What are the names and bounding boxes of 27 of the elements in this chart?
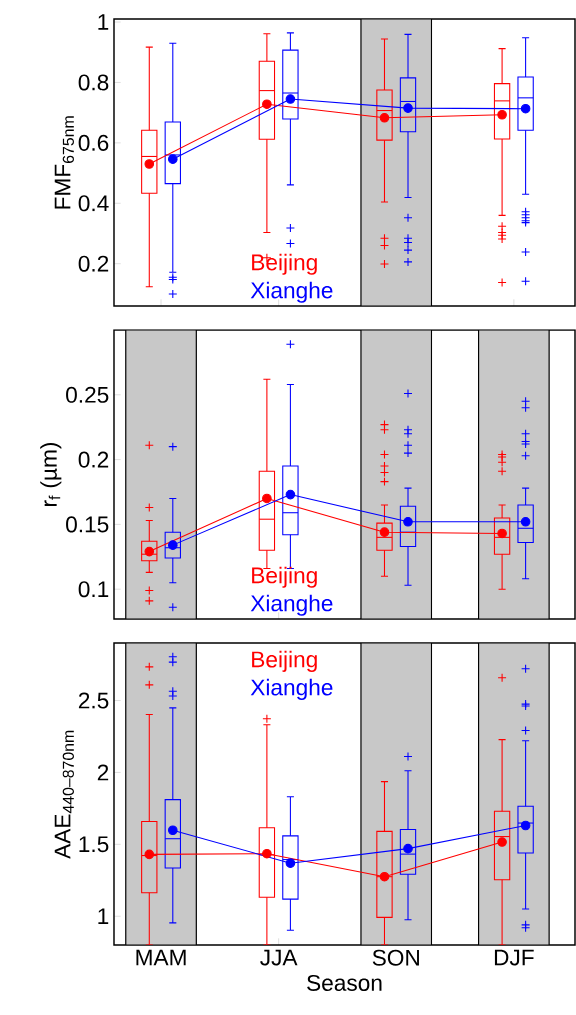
y-tick-label: 0.1 — [78, 581, 109, 598]
text: Beijing — [252, 253, 317, 275]
x-axis-title: Season — [307, 974, 382, 991]
y-tick-label: 0.4 — [78, 195, 109, 212]
x-tick-label: JJA — [260, 949, 298, 966]
y-tick-label: 1 — [98, 908, 109, 925]
y-tick-label: 0.2 — [78, 255, 109, 272]
text: Xianghe — [250, 594, 333, 616]
y-axis-title: AAE$_{440–870nm}$ — [54, 730, 74, 859]
y-tick-label: 0.25 — [66, 386, 109, 403]
text: Xianghe — [250, 281, 333, 303]
y-axis-title: FMF$_{675nm}$ — [54, 116, 74, 209]
x-tick-label: SON — [372, 949, 419, 966]
y-tick-label: 0.2 — [78, 451, 109, 468]
y-tick-label: 2.5 — [78, 692, 109, 709]
y-tick-label: 0.6 — [78, 134, 109, 151]
x-tick-label: MAM — [136, 949, 186, 966]
y-axis-title: r$_{f}$ (µm) — [40, 442, 62, 506]
y-tick-label: 0.15 — [66, 516, 109, 533]
x-tick-label: DJF — [494, 949, 534, 966]
y-tick-label: 2 — [97, 764, 109, 781]
y-tick-label: 0.8 — [78, 74, 109, 91]
text: Beijing — [252, 650, 317, 672]
y-tick-label: 1.5 — [79, 836, 109, 853]
series-label: Beijing — [252, 566, 317, 588]
text: Xianghe — [250, 678, 333, 700]
y-tick-label: 1 — [98, 14, 109, 30]
